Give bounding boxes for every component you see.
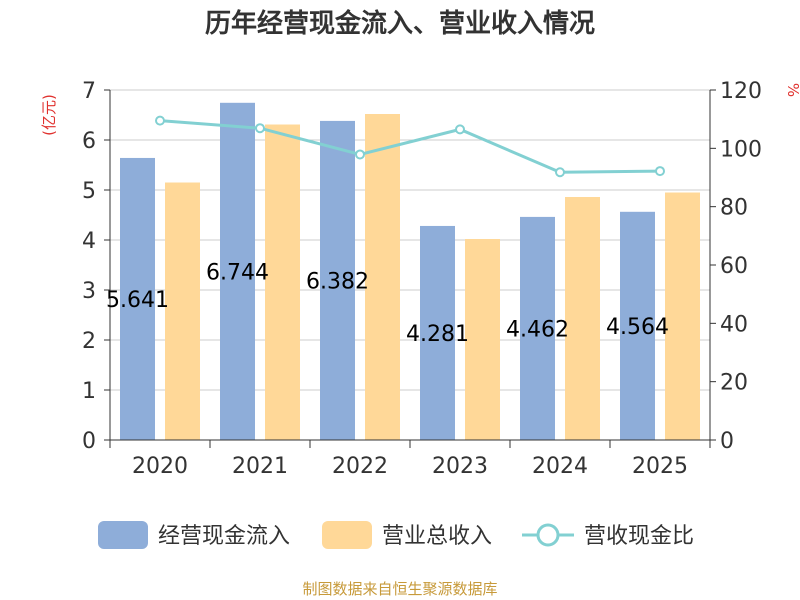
- legend-label-ratio: 营收现金比: [584, 524, 694, 549]
- bar-cash-inflow: [520, 216, 555, 440]
- right-axis-unit: %: [784, 83, 800, 97]
- chart-title: 历年经营现金流入、营业收入情况: [205, 8, 595, 39]
- right-tick-label: 20: [720, 371, 748, 396]
- data-label: 6.382: [306, 269, 369, 294]
- data-label: 4.462: [506, 317, 569, 342]
- bars: [120, 102, 700, 441]
- data-label: 4.564: [606, 315, 669, 340]
- ratio-point: [655, 166, 665, 177]
- ratio-point: [155, 115, 165, 126]
- ratio-point: [255, 123, 265, 134]
- left-tick-label: 3: [82, 279, 96, 304]
- bar-revenue: [565, 197, 600, 440]
- bar-revenue: [265, 124, 300, 440]
- ratio-point: [555, 167, 565, 178]
- legend-label-cash-inflow: 经营现金流入: [158, 524, 290, 549]
- data-label: 5.641: [106, 288, 169, 313]
- data-label: 4.281: [406, 322, 469, 347]
- x-tick-label: 2022: [332, 454, 388, 479]
- bar-revenue: [665, 192, 700, 440]
- left-tick-label: 7: [82, 79, 96, 104]
- bar-revenue: [465, 239, 500, 440]
- left-tick-label: 2: [82, 329, 96, 354]
- left-tick-label: 6: [82, 129, 96, 154]
- x-tick-label: 2021: [232, 454, 288, 479]
- left-tick-label: 5: [82, 179, 96, 204]
- x-tick-label: 2023: [432, 454, 488, 479]
- bar-cash-inflow: [220, 102, 255, 441]
- left-tick-label: 0: [82, 429, 96, 454]
- bar-cash-inflow: [120, 157, 155, 440]
- bar-cash-inflow: [320, 120, 355, 441]
- legend-swatch-revenue: [322, 521, 372, 549]
- left-tick-label: 4: [82, 229, 96, 254]
- right-tick-label: 0: [720, 429, 734, 454]
- source-note: 制图数据来自恒生聚源数据库: [302, 580, 497, 598]
- x-tick-label: 2020: [132, 454, 188, 479]
- bar-revenue: [165, 182, 200, 440]
- ratio-line: [155, 115, 665, 178]
- bar-cash-inflow: [620, 211, 655, 440]
- left-tick-label: 1: [82, 379, 96, 404]
- legend: 经营现金流入 营业总收入 营收现金比: [98, 521, 694, 549]
- bar-cash-inflow: [420, 225, 455, 440]
- data-label: 6.744: [206, 260, 269, 285]
- legend-label-revenue: 营业总收入: [382, 524, 492, 549]
- right-tick-label: 60: [720, 254, 748, 279]
- ratio-point: [455, 124, 465, 135]
- x-tick-label: 2025: [632, 454, 688, 479]
- legend-swatch-cash-inflow: [98, 521, 148, 549]
- right-tick-label: 100: [720, 137, 762, 162]
- right-tick-label: 80: [720, 196, 748, 221]
- ratio-point: [355, 149, 365, 160]
- left-axis-unit: (亿元): [40, 94, 58, 136]
- right-tick-label: 120: [720, 79, 762, 104]
- grid-lines: [110, 89, 710, 391]
- legend-marker-ratio: [536, 523, 560, 547]
- right-tick-label: 40: [720, 312, 748, 337]
- ratio-line-path: [159, 119, 661, 174]
- x-tick-label: 2024: [532, 454, 588, 479]
- tick-labels: 0 1 2 3 4 5 6 7 0 20 40 60 80 100 120 2020 2021 2022 2023 2…: [82, 79, 762, 479]
- bar-revenue: [365, 114, 400, 440]
- data-labels: 5.641 6.744 6.382 4.281 4.462 4.564: [106, 260, 669, 347]
- axes: [104, 89, 716, 448]
